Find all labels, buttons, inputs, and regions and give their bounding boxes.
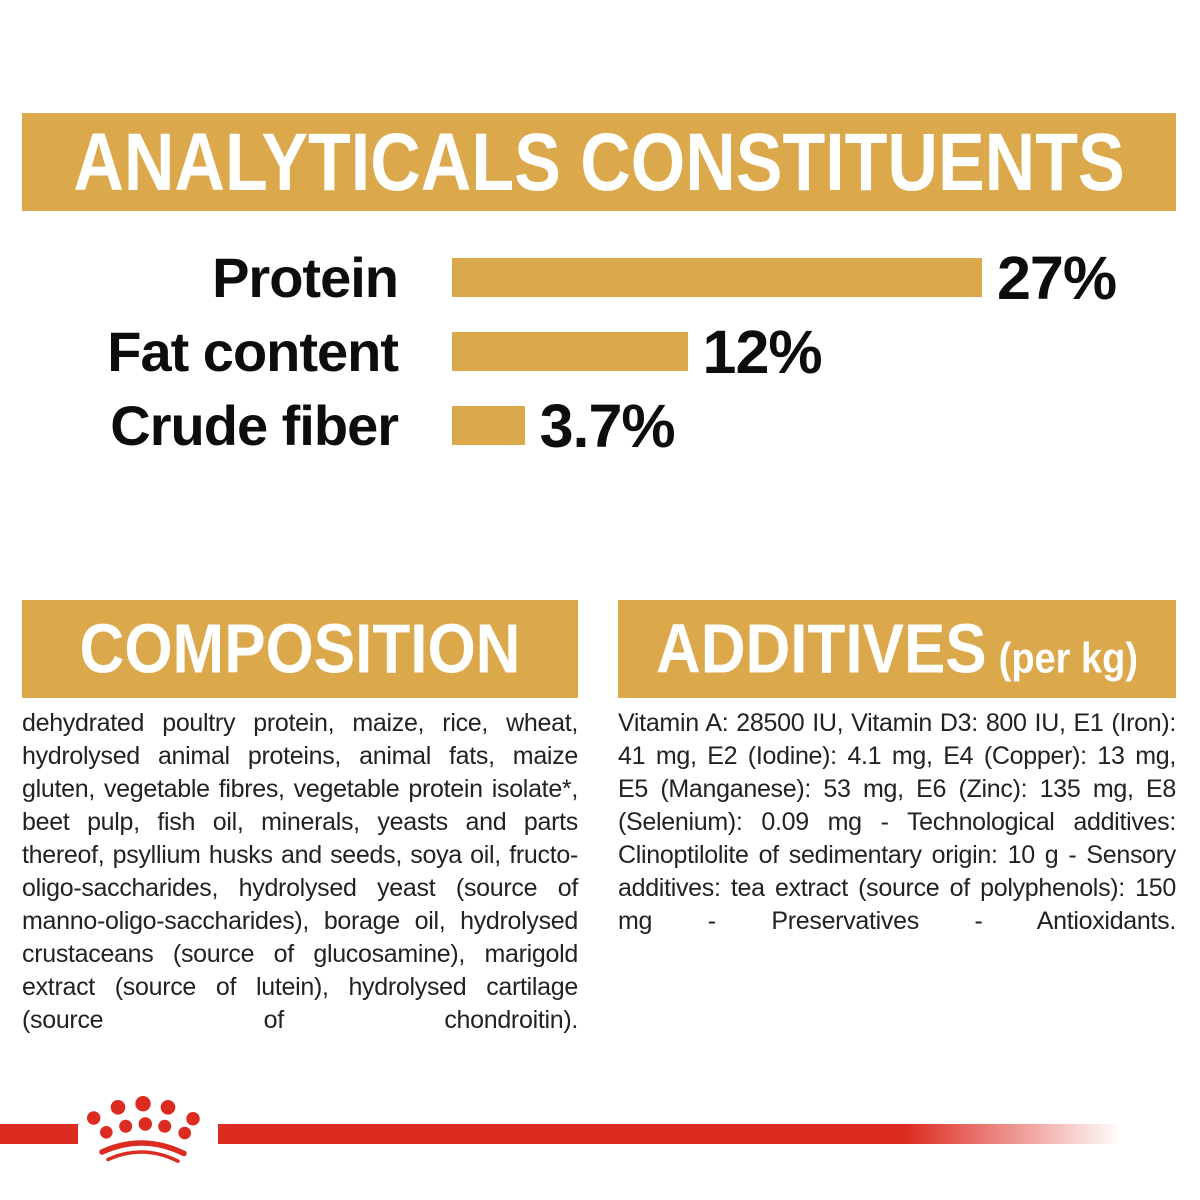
chart-bar-fat-content (452, 332, 688, 371)
chart-bar-protein (452, 258, 982, 297)
additives-title: ADDITIVES (per kg) (656, 609, 1138, 689)
footer-rule-left (0, 1124, 78, 1144)
chart-row-protein: Protein 27% (0, 240, 1200, 315)
chart-value-label: 12% (702, 317, 823, 386)
additives-text: Vitamin A: 28500 IU, Vitamin D3: 800 IU,… (618, 709, 1176, 935)
composition-title: COMPOSITION (79, 610, 521, 688)
additives-unit-suffix: (per kg) (998, 635, 1139, 683)
chart-bar-crude-fiber (452, 406, 525, 445)
chart-category-label: Crude fiber (110, 394, 399, 457)
royal-canin-crown-icon (87, 1096, 200, 1163)
chart-category-label: Fat content (107, 320, 399, 383)
chart-row-fat-content: Fat content 12% (0, 314, 1200, 389)
chart-value-label: 3.7% (539, 391, 676, 460)
analyticals-title: ANALYTICALS CONSTITUENTS (73, 116, 1125, 208)
analyticals-header-banner: ANALYTICALS CONSTITUENTS (22, 113, 1176, 211)
chart-row-crude-fiber: Crude fiber 3.7% (0, 388, 1200, 463)
chart-category-label: Protein (212, 246, 399, 309)
additives-title-text: ADDITIVES (655, 610, 987, 688)
analytical-constituents-chart: Protein 27% Fat content 12% Crude fiber … (0, 240, 1200, 465)
composition-text: dehydrated poultry protein, maize, rice,… (22, 709, 578, 1034)
chart-value-label: 27% (997, 243, 1117, 312)
composition-header-banner: COMPOSITION (22, 600, 578, 698)
additives-header-banner: ADDITIVES (per kg) (618, 600, 1176, 698)
footer-rule-right (218, 1124, 1200, 1144)
